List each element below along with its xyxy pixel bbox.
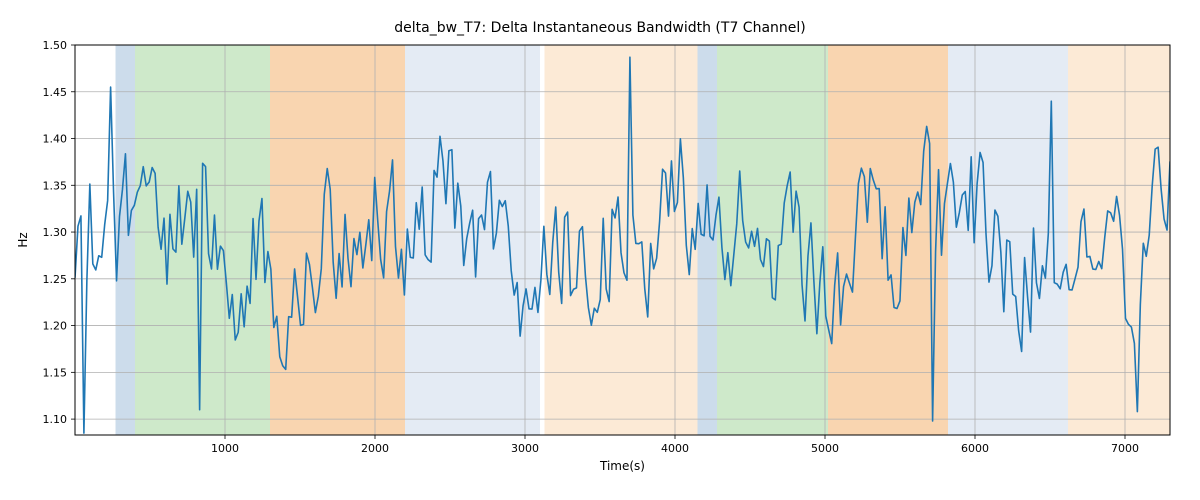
xtick-label: 2000: [361, 442, 389, 455]
band: [135, 45, 270, 435]
xtick-label: 7000: [1111, 442, 1139, 455]
background-bands: [116, 45, 1171, 435]
figure: delta_bw_T7: Delta Instantaneous Bandwid…: [0, 0, 1200, 500]
xtick-label: 6000: [961, 442, 989, 455]
ytick-label: 1.15: [43, 366, 68, 379]
band: [1068, 45, 1170, 435]
xtick-label: 1000: [211, 442, 239, 455]
ytick-label: 1.30: [43, 226, 68, 239]
xtick-label: 4000: [661, 442, 689, 455]
ytick-label: 1.50: [43, 39, 68, 52]
ytick-label: 1.20: [43, 320, 68, 333]
ytick-label: 1.45: [43, 86, 68, 99]
xtick-label: 3000: [511, 442, 539, 455]
y-axis-label: Hz: [16, 232, 30, 247]
xtick-label: 5000: [811, 442, 839, 455]
band: [698, 45, 718, 435]
ytick-label: 1.40: [43, 133, 68, 146]
chart-svg: 1000 2000 3000 4000 5000 6000 7000 1.10 1.15 1.20…: [0, 0, 1200, 500]
ytick-label: 1.35: [43, 179, 68, 192]
x-axis-label: Time(s): [599, 459, 645, 473]
ytick-label: 1.10: [43, 413, 68, 426]
ytick-label: 1.25: [43, 273, 68, 286]
